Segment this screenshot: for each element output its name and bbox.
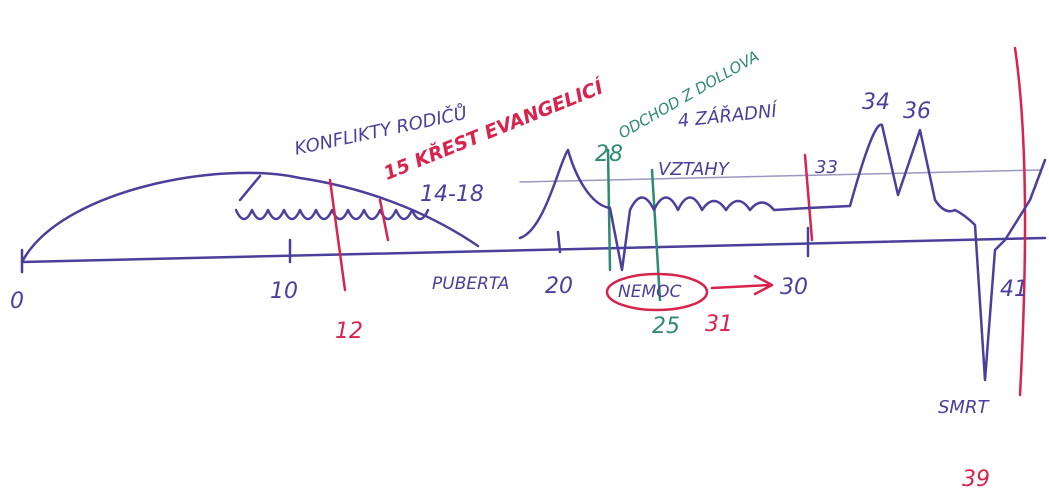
guide-line [519,169,1041,183]
phase-label: SMRT [938,397,990,418]
age-label: 10 [270,279,298,304]
life-curve [518,123,1047,382]
phase-label: 4 ZÁŘADNÍ [677,100,780,132]
phase-label: VZTAHY [658,159,731,180]
phase-label: PUBERTA [432,274,509,294]
tick-marks [20,226,810,274]
markers [606,148,662,302]
markers [328,46,1027,397]
phase-label: 14-18 [420,182,484,207]
age-label: 0 [10,289,24,314]
age-label: 41 [1000,277,1028,302]
peak-label: 28 [595,142,623,167]
arrow [710,274,774,296]
age-label: 20 [545,274,573,299]
age-label: 25 [652,314,680,339]
age-label: 30 [780,275,808,300]
conflict-wave [234,174,430,221]
phase-label: NEMOC [618,282,682,302]
circle [605,272,709,312]
childhood-arc [20,171,480,264]
timeline [20,236,1047,264]
age-label: 39 [962,467,990,492]
age-label: 12 [335,319,363,344]
age-label: 31 [705,312,733,337]
peak-label: 36 [903,99,931,124]
peak-label: 34 [862,90,890,115]
peak-label: 33 [815,157,838,178]
